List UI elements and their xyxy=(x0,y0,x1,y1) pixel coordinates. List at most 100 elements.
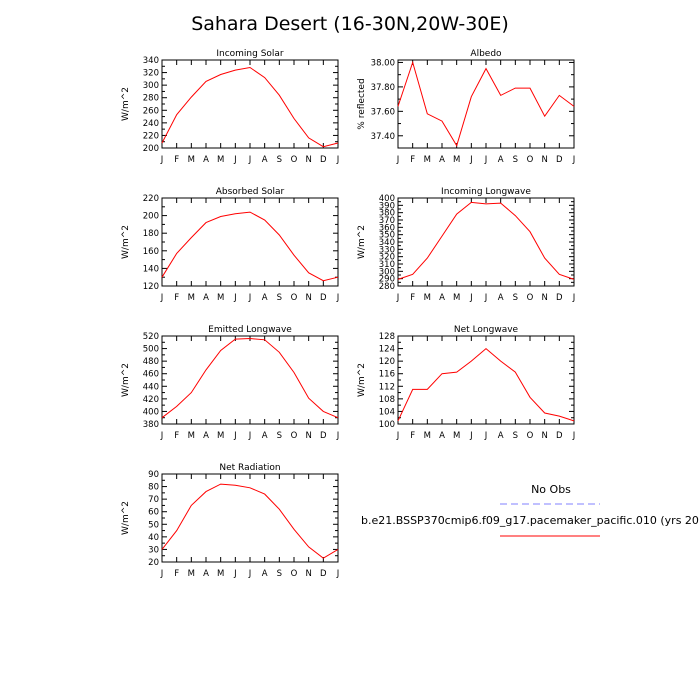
y-axis-label: % reflected xyxy=(357,78,367,129)
x-tick-label: D xyxy=(320,293,327,303)
x-tick-label: M xyxy=(217,569,224,579)
x-tick-label: S xyxy=(513,431,518,441)
x-tick-label: F xyxy=(174,569,179,579)
y-tick-label: 80 xyxy=(148,483,159,493)
x-tick-label: A xyxy=(262,293,268,303)
y-tick-label: 350 xyxy=(379,231,395,241)
y-tick-label: 280 xyxy=(379,282,395,292)
x-tick-label: M xyxy=(217,431,224,441)
y-axis-label: W/m^2 xyxy=(121,87,131,121)
x-tick-label: J xyxy=(484,293,488,303)
x-tick-label: A xyxy=(498,293,504,303)
series-line xyxy=(397,60,575,147)
x-tick-label: O xyxy=(291,155,298,165)
x-tick-label: J xyxy=(160,293,164,303)
x-tick-label: A xyxy=(203,293,209,303)
series-line xyxy=(161,66,339,148)
x-tick-label: O xyxy=(291,431,298,441)
x-tick-label: A xyxy=(439,155,445,165)
y-tick-label: 90 xyxy=(148,470,159,480)
series-line xyxy=(161,483,339,559)
y-tick-label: 20 xyxy=(148,558,159,568)
panels: Incoming Solar W/m^2 200 220 240 260 280 300 320… xyxy=(121,49,575,579)
x-tick-label: F xyxy=(410,431,415,441)
series-line xyxy=(161,211,339,282)
y-tick-label: 180 xyxy=(143,229,159,239)
x-tick-label: M xyxy=(217,293,224,303)
x-tick-label: J xyxy=(160,155,164,165)
y-tick-label: 37.40 xyxy=(371,132,395,142)
plot-frame xyxy=(161,197,339,287)
y-tick-label: 200 xyxy=(143,144,159,154)
panel-title: Absorbed Solar xyxy=(216,187,285,197)
x-tick-label: J xyxy=(336,431,340,441)
x-tick-label: A xyxy=(262,569,268,579)
figure-title: Sahara Desert (16-30N,20W-30E) xyxy=(191,13,509,35)
y-tick-label: 112 xyxy=(379,382,395,392)
x-tick-label: J xyxy=(248,155,252,165)
x-tick-label: O xyxy=(527,155,534,165)
x-tick-label: J xyxy=(233,155,237,165)
x-tick-label: A xyxy=(498,155,504,165)
x-tick-label: A xyxy=(262,155,268,165)
x-tick-label: D xyxy=(320,155,327,165)
y-tick-label: 400 xyxy=(379,194,395,204)
x-tick-label: J xyxy=(469,431,473,441)
y-tick-label: 104 xyxy=(379,407,395,417)
x-tick-label: J xyxy=(336,569,340,579)
x-tick-label: S xyxy=(513,293,518,303)
plot-frame xyxy=(161,335,339,425)
x-tick-label: M xyxy=(188,155,195,165)
y-tick-label: 300 xyxy=(143,81,159,91)
y-tick-label: 108 xyxy=(379,395,395,405)
x-tick-label: M xyxy=(453,155,460,165)
x-tick-label: M xyxy=(424,293,431,303)
legend-obs-label: No Obs xyxy=(531,483,571,496)
y-tick-label: 310 xyxy=(379,260,395,270)
legend: No Obs b.e21.BSSP370cmip6.f09_g17.pacema… xyxy=(361,483,700,537)
y-tick-label: 220 xyxy=(143,131,159,141)
x-tick-label: A xyxy=(203,569,209,579)
plot-frame xyxy=(397,197,575,287)
x-tick-label: D xyxy=(556,431,563,441)
x-tick-label: D xyxy=(556,293,563,303)
y-tick-label: 380 xyxy=(143,420,159,430)
y-tick-label: 290 xyxy=(379,275,395,285)
x-tick-label: M xyxy=(188,293,195,303)
panel-title: Incoming Longwave xyxy=(441,187,531,197)
y-tick-label: 420 xyxy=(143,395,159,405)
y-tick-label: 500 xyxy=(143,345,159,355)
x-tick-label: F xyxy=(410,155,415,165)
y-axis-label: W/m^2 xyxy=(121,501,131,535)
x-tick-label: M xyxy=(188,569,195,579)
x-tick-label: J xyxy=(484,431,488,441)
panel-4: Emitted Longwave W/m^2 380 400 420 440 460 480 5… xyxy=(121,325,339,441)
y-tick-label: 160 xyxy=(143,247,159,257)
y-tick-label: 460 xyxy=(143,370,159,380)
x-tick-label: S xyxy=(513,155,518,165)
x-tick-label: D xyxy=(556,155,563,165)
y-tick-label: 300 xyxy=(379,267,395,277)
x-tick-label: J xyxy=(233,431,237,441)
y-tick-label: 200 xyxy=(143,212,159,222)
x-tick-label: A xyxy=(439,431,445,441)
x-tick-label: N xyxy=(541,431,547,441)
y-axis-label: W/m^2 xyxy=(357,225,367,259)
x-tick-label: J xyxy=(572,293,576,303)
y-tick-label: 40 xyxy=(148,533,159,543)
x-tick-label: A xyxy=(498,431,504,441)
x-tick-label: J xyxy=(484,155,488,165)
x-tick-label: O xyxy=(291,569,298,579)
y-tick-label: 60 xyxy=(148,508,159,518)
x-tick-label: D xyxy=(320,569,327,579)
y-tick-label: 140 xyxy=(143,264,159,274)
x-tick-label: M xyxy=(453,431,460,441)
x-tick-label: N xyxy=(541,293,547,303)
y-tick-label: 480 xyxy=(143,357,159,367)
x-tick-label: N xyxy=(305,569,311,579)
x-tick-label: J xyxy=(396,293,400,303)
panel-0: Incoming Solar W/m^2 200 220 240 260 280 300 320… xyxy=(121,49,339,165)
